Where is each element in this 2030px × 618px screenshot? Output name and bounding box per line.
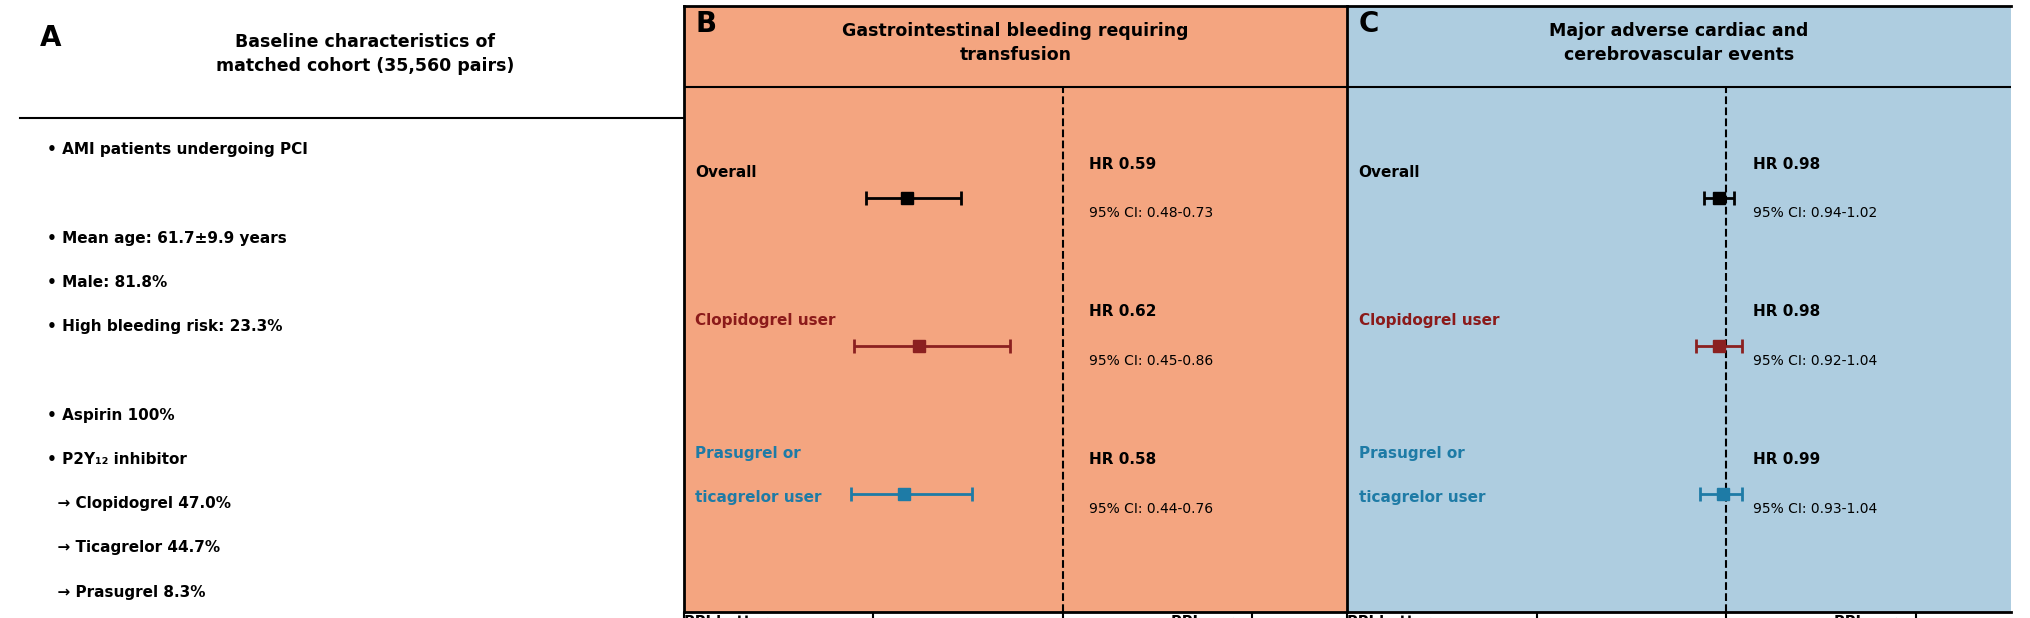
Text: HR 0.99: HR 0.99 <box>1752 452 1819 467</box>
Text: Overall: Overall <box>1358 166 1419 180</box>
Text: PPI better: PPI better <box>684 615 767 618</box>
Text: PPI worse: PPI worse <box>1833 615 1914 618</box>
Text: 95% CI: 0.94-1.02: 95% CI: 0.94-1.02 <box>1752 206 1876 221</box>
Text: → Ticagrelor 44.7%: → Ticagrelor 44.7% <box>47 540 219 556</box>
Text: 95% CI: 0.93-1.04: 95% CI: 0.93-1.04 <box>1752 502 1876 516</box>
Text: Clopidogrel user: Clopidogrel user <box>694 313 834 328</box>
Text: PPI worse: PPI worse <box>1169 615 1253 618</box>
Text: 95% CI: 0.44-0.76: 95% CI: 0.44-0.76 <box>1088 502 1214 516</box>
Text: • Aspirin 100%: • Aspirin 100% <box>47 408 175 423</box>
Text: • Male: 81.8%: • Male: 81.8% <box>47 275 166 290</box>
Text: Clopidogrel user: Clopidogrel user <box>1358 313 1498 328</box>
Text: HR 0.59: HR 0.59 <box>1088 156 1157 172</box>
Text: • Mean age: 61.7±9.9 years: • Mean age: 61.7±9.9 years <box>47 231 286 246</box>
Text: PPI better: PPI better <box>1346 615 1431 618</box>
Text: Overall: Overall <box>694 166 757 180</box>
Text: → Clopidogrel 47.0%: → Clopidogrel 47.0% <box>47 496 231 511</box>
Text: ticagrelor user: ticagrelor user <box>694 491 822 506</box>
Text: Major adverse cardiac and
cerebrovascular events: Major adverse cardiac and cerebrovascula… <box>1549 22 1809 64</box>
Text: Baseline characteristics of
matched cohort (35,560 pairs): Baseline characteristics of matched coho… <box>215 33 514 75</box>
Text: HR 0.62: HR 0.62 <box>1088 304 1157 320</box>
Text: C: C <box>1358 10 1378 38</box>
Text: HR 0.58: HR 0.58 <box>1088 452 1157 467</box>
Text: A: A <box>41 24 61 53</box>
Text: Gastrointestinal bleeding requiring
transfusion: Gastrointestinal bleeding requiring tran… <box>842 22 1188 64</box>
Text: HR 0.98: HR 0.98 <box>1752 156 1819 172</box>
Text: ticagrelor user: ticagrelor user <box>1358 491 1484 506</box>
Text: 95% CI: 0.92-1.04: 95% CI: 0.92-1.04 <box>1752 354 1876 368</box>
Text: B: B <box>694 10 717 38</box>
Text: HR 0.98: HR 0.98 <box>1752 304 1819 320</box>
Text: • AMI patients undergoing PCI: • AMI patients undergoing PCI <box>47 142 309 158</box>
Text: 95% CI: 0.45-0.86: 95% CI: 0.45-0.86 <box>1088 354 1214 368</box>
Text: Prasugrel or: Prasugrel or <box>694 446 800 461</box>
Text: Prasugrel or: Prasugrel or <box>1358 446 1464 461</box>
Text: 95% CI: 0.48-0.73: 95% CI: 0.48-0.73 <box>1088 206 1214 221</box>
Text: → Prasugrel 8.3%: → Prasugrel 8.3% <box>47 585 205 599</box>
Text: • High bleeding risk: 23.3%: • High bleeding risk: 23.3% <box>47 320 282 334</box>
Text: • P2Y₁₂ inhibitor: • P2Y₁₂ inhibitor <box>47 452 187 467</box>
